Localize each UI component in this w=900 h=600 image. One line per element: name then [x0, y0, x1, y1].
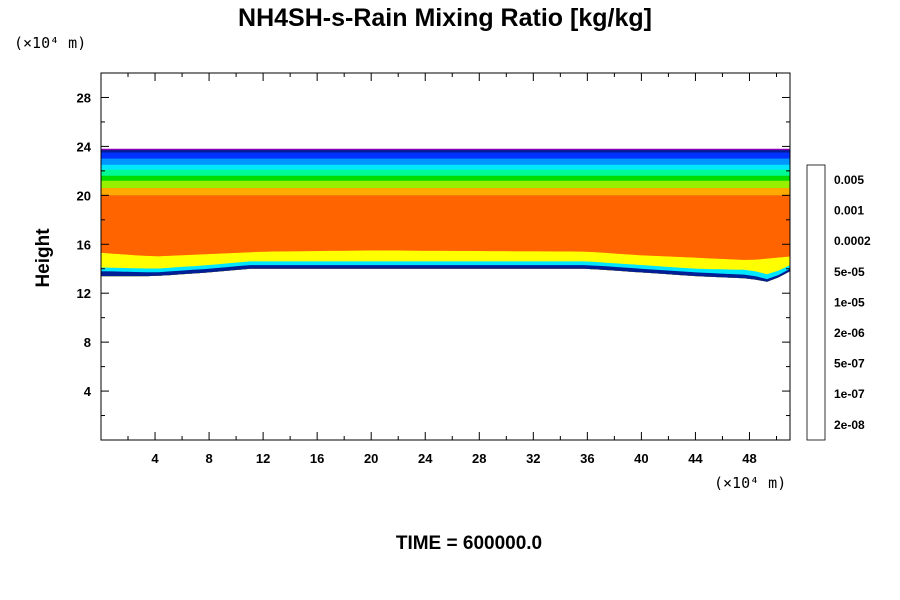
colorbar-label: 2e-06	[834, 326, 865, 340]
colorbar-label: 1e-05	[834, 295, 865, 309]
y-unit-label: (×10⁴ m)	[14, 34, 86, 52]
x-tick-label: 16	[310, 451, 324, 466]
colorbar-label: 0.005	[834, 173, 864, 187]
x-tick-label: 32	[526, 451, 540, 466]
time-footer: TIME = 600000.0	[396, 533, 542, 554]
colorbar-label: 0.0002	[834, 234, 871, 248]
colorbar-label: 2e-08	[834, 418, 865, 432]
x-tick-label: 20	[364, 451, 378, 466]
colorbar: 0.005 0.001 0.0002 5e-05 1e-05 2e-06 5e-07 1e-0…	[806, 164, 871, 441]
x-tick-label: 40	[634, 451, 648, 466]
y-axis-label: Height	[33, 228, 54, 288]
y-tick-label: 24	[77, 139, 92, 154]
x-tick-label: 8	[205, 451, 212, 466]
colorbar-label: 1e-07	[834, 387, 865, 401]
colorbar-label: 5e-07	[834, 357, 865, 371]
y-tick-label: 20	[77, 188, 91, 203]
plot-area	[101, 73, 790, 440]
y-tick-label: 12	[77, 286, 91, 301]
x-tick-label: 36	[580, 451, 594, 466]
contour-band-core	[101, 195, 790, 260]
colorbar-frame	[806, 164, 826, 441]
y-tick-label: 16	[77, 237, 91, 252]
x-tick-label: 28	[472, 451, 486, 466]
x-tick-label: 24	[418, 451, 433, 466]
colorbar-label: 0.001	[834, 204, 864, 218]
plot-frame	[100, 72, 791, 441]
y-tick-label: 8	[84, 335, 91, 350]
x-unit-label: (×10⁴ m)	[714, 474, 786, 492]
x-tick-label: 12	[256, 451, 270, 466]
chart-title: NH4SH-s-Rain Mixing Ratio [kg/kg]	[238, 4, 652, 32]
x-tick-label: 4	[151, 451, 159, 466]
y-tick-label: 4	[84, 384, 92, 399]
x-tick-label: 44	[688, 451, 703, 466]
y-tick-label: 28	[77, 90, 91, 105]
x-tick-label: 48	[742, 451, 756, 466]
colorbar-label: 5e-05	[834, 265, 865, 279]
